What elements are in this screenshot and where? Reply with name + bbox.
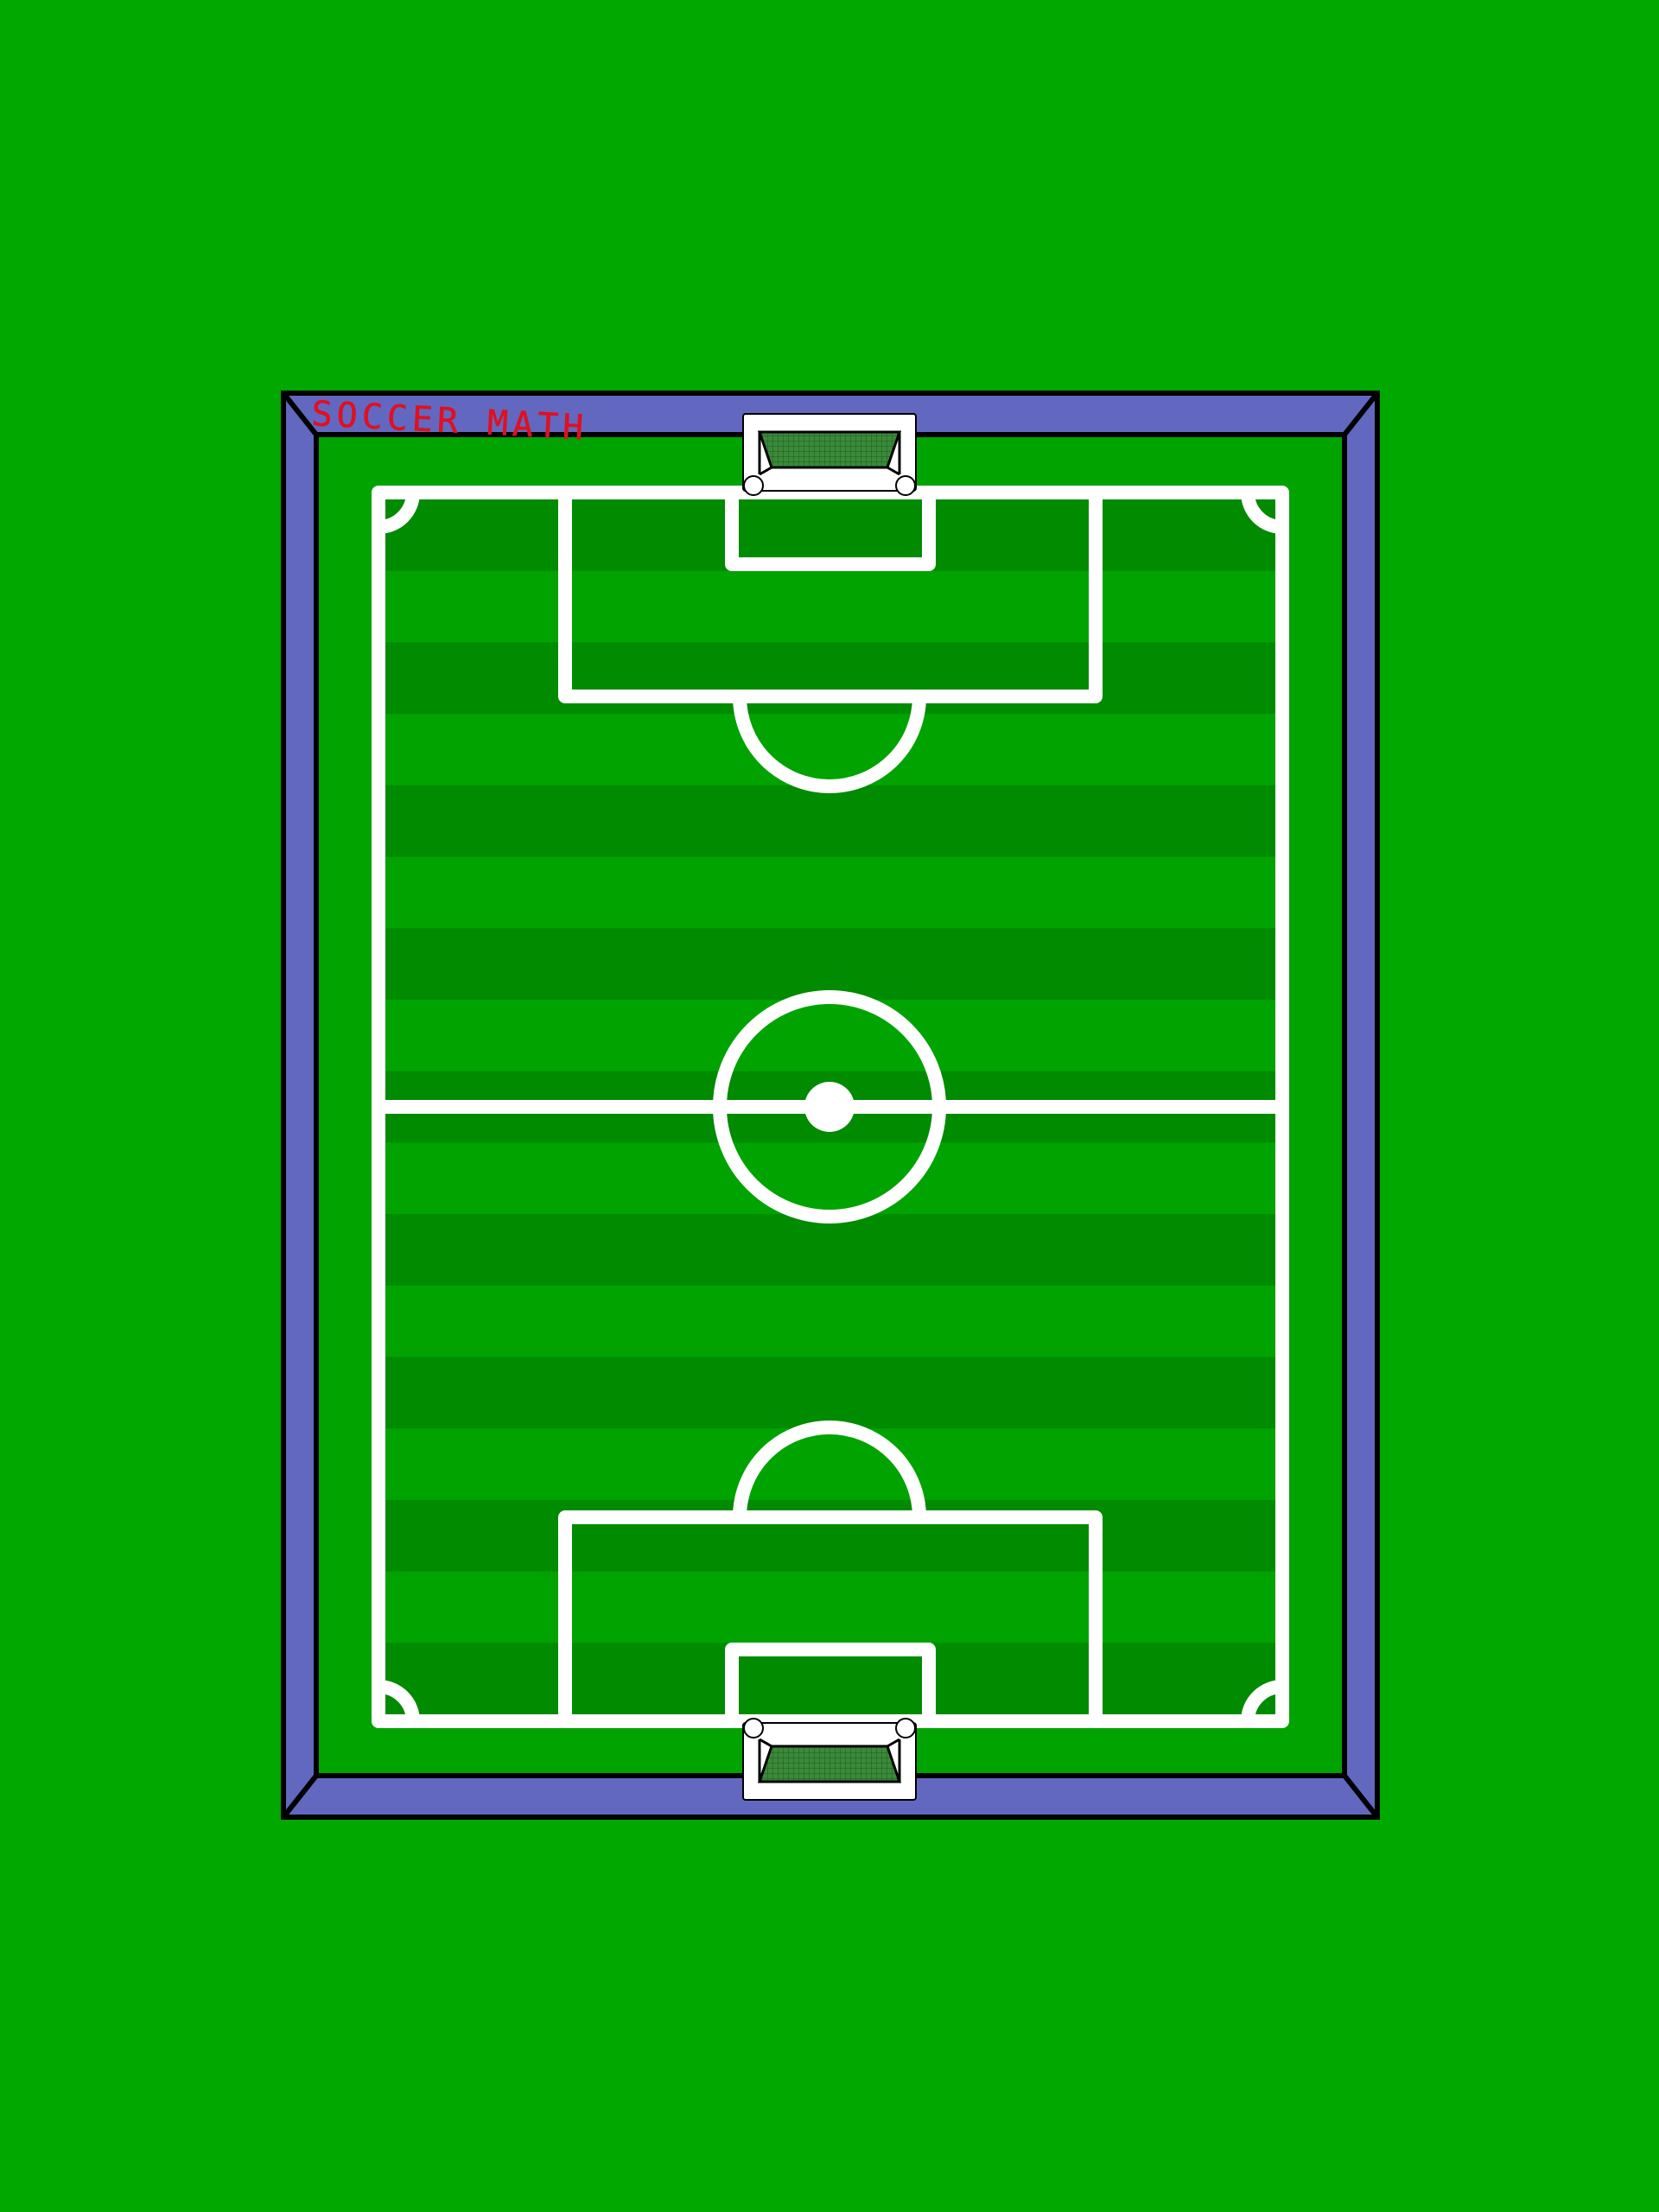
grass-stripe <box>385 642 1275 715</box>
grass-stripe <box>385 928 1275 1001</box>
grass-stripe <box>385 1285 1275 1357</box>
grass-stripe <box>385 570 1275 643</box>
top-goal <box>742 413 917 496</box>
corner-arc-top-right <box>1241 486 1289 534</box>
corner-arc-top-left <box>372 486 420 534</box>
grass-stripe <box>385 714 1275 786</box>
bottom-goal-box <box>725 1643 936 1728</box>
grass-stripe <box>385 1428 1275 1501</box>
grass-stripe <box>385 856 1275 929</box>
corner-arc-bottom-left <box>372 1680 420 1728</box>
corner-arc-bottom-right <box>1241 1680 1289 1728</box>
grass-stripe <box>385 1357 1275 1429</box>
grass-stripe <box>385 1571 1275 1643</box>
grass-stripe <box>385 1214 1275 1287</box>
grass-stripe <box>385 999 1275 1072</box>
bottom-goal <box>742 1718 917 1801</box>
top-penalty-arc <box>733 690 926 793</box>
center-spot <box>804 1082 855 1132</box>
top-goal-box <box>725 486 936 571</box>
grass-stripe <box>385 1142 1275 1215</box>
center-circle <box>713 990 946 1224</box>
bottom-penalty-arc <box>733 1421 926 1524</box>
grass-stripe <box>385 785 1275 858</box>
